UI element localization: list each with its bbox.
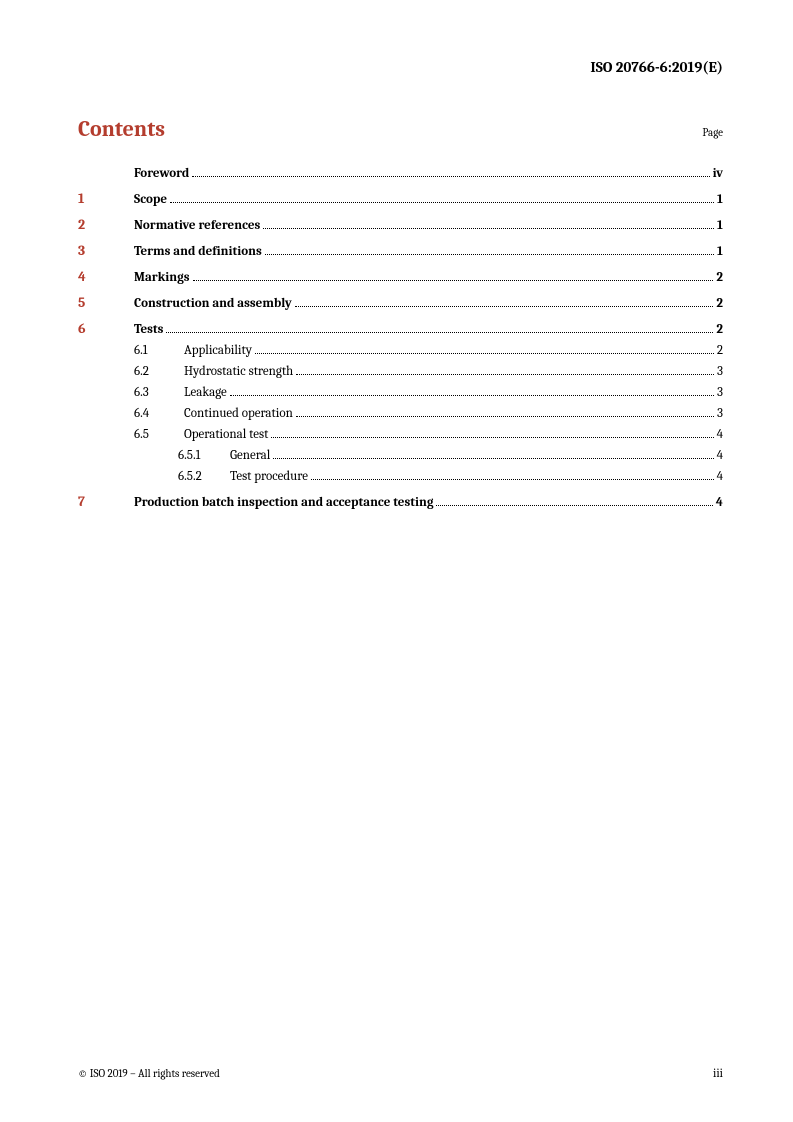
toc-title: Foreword [134, 166, 189, 181]
toc-entry: X6.4Continued operation3 [78, 404, 723, 421]
toc-subsubsection-number: 6.5.2 [178, 469, 230, 484]
toc-entry: 7Production batch inspection and accepta… [78, 493, 723, 510]
toc-title: Hydrostatic strength [184, 364, 293, 379]
toc-page: 2 [717, 343, 723, 358]
toc-leader [263, 228, 714, 229]
toc-entry: XForewordiv [78, 164, 723, 181]
toc-entry: 1Scope1 [78, 190, 723, 207]
toc-title: Tests [134, 322, 163, 337]
toc-leader [271, 437, 713, 438]
document-id: ISO 20766-6:2019(E) [78, 58, 723, 76]
toc-title: Construction and assembly [134, 296, 292, 311]
toc-page: 2 [716, 270, 723, 285]
toc-section-number: 7 [78, 493, 134, 510]
toc-page: 3 [717, 406, 723, 421]
table-of-contents: XForewordiv1Scope12Normative references1… [78, 164, 723, 510]
toc-subsection-number: 6.1 [134, 343, 184, 358]
toc-leader [273, 458, 713, 459]
toc-subsection-number: 6.2 [134, 364, 184, 379]
toc-leader [296, 416, 714, 417]
toc-entry: X6.3Leakage3 [78, 383, 723, 400]
toc-entry: 2Normative references 1 [78, 216, 723, 233]
toc-entry: X6.5.1General4 [78, 446, 723, 463]
toc-leader [166, 332, 713, 333]
contents-title: Contents [78, 116, 165, 142]
toc-entry: 3Terms and definitions 1 [78, 242, 723, 259]
toc-page: 1 [717, 218, 723, 233]
toc-leader [193, 280, 714, 281]
toc-page: 2 [716, 296, 723, 311]
contents-header: Contents Page [78, 116, 723, 142]
toc-section-number: 1 [78, 190, 134, 207]
toc-entry: 6Tests 2 [78, 320, 723, 337]
toc-leader [170, 202, 714, 203]
toc-title: Continued operation [184, 406, 293, 421]
toc-leader [192, 176, 709, 177]
toc-title: Leakage [184, 385, 227, 400]
toc-page: 4 [716, 495, 723, 510]
toc-section-number: 5 [78, 294, 134, 311]
footer-copyright: © ISO 2019 – All rights reserved [78, 1067, 220, 1080]
toc-page: 4 [717, 427, 723, 442]
toc-entry: X6.5.2Test procedure4 [78, 467, 723, 484]
toc-title: Terms and definitions [134, 244, 262, 259]
toc-title: Scope [134, 192, 167, 207]
toc-title: General [230, 448, 270, 463]
toc-entry: 4Markings 2 [78, 268, 723, 285]
toc-section-number: 6 [78, 320, 134, 337]
toc-leader [436, 505, 712, 506]
toc-leader [265, 254, 714, 255]
toc-title: Operational test [184, 427, 268, 442]
toc-title: Markings [134, 270, 190, 285]
footer-page-number: iii [713, 1066, 723, 1080]
toc-page: 3 [717, 364, 723, 379]
toc-subsubsection-number: 6.5.1 [178, 448, 230, 463]
page-label: Page [702, 126, 723, 139]
toc-entry: X6.1Applicability2 [78, 341, 723, 358]
toc-leader [230, 395, 714, 396]
toc-page: 2 [716, 322, 723, 337]
toc-page: iv [713, 166, 723, 181]
toc-entry: X6.5Operational test4 [78, 425, 723, 442]
toc-title: Test procedure [230, 469, 308, 484]
toc-entry: 5Construction and assembly 2 [78, 294, 723, 311]
toc-leader [311, 479, 714, 480]
toc-title: Applicability [184, 343, 252, 358]
toc-page: 4 [717, 448, 723, 463]
toc-page: 1 [717, 244, 723, 259]
toc-subsection-number: 6.3 [134, 385, 184, 400]
toc-leader [295, 306, 714, 307]
toc-section-number: 2 [78, 216, 134, 233]
toc-page: 1 [717, 192, 723, 207]
toc-title: Production batch inspection and acceptan… [134, 495, 433, 510]
toc-subsection-number: 6.4 [134, 406, 184, 421]
toc-title: Normative references [134, 218, 260, 233]
toc-subsection-number: 6.5 [134, 427, 184, 442]
toc-section-number: 3 [78, 242, 134, 259]
footer: © ISO 2019 – All rights reserved iii [78, 1066, 723, 1080]
toc-leader [255, 353, 714, 354]
toc-page: 3 [717, 385, 723, 400]
toc-page: 4 [717, 469, 723, 484]
toc-section-number: 4 [78, 268, 134, 285]
toc-leader [296, 374, 714, 375]
toc-entry: X6.2Hydrostatic strength3 [78, 362, 723, 379]
